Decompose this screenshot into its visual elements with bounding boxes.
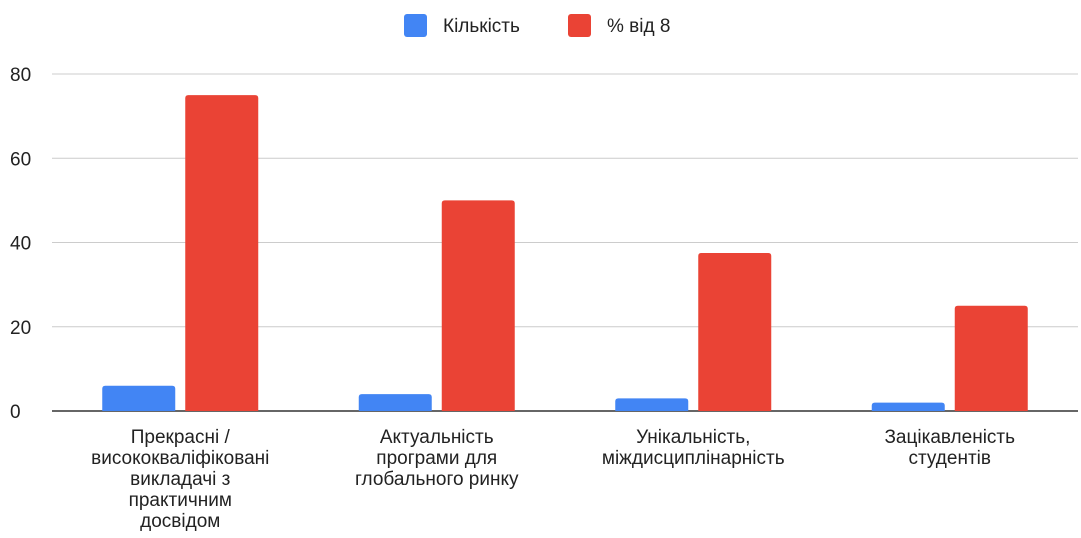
bar-percent-2 (698, 253, 772, 411)
x-category-label-line: студентів (909, 448, 991, 469)
bar-kilkist-1 (358, 394, 432, 411)
y-tick-label: 40 (10, 234, 31, 255)
legend-label-1: % від 8 (607, 16, 670, 37)
x-category-label: Прекрасні / висококваліфіковані викладачі … (91, 427, 269, 532)
x-axis-labels: Прекрасні / висококваліфіковані викладачі … (91, 427, 1015, 532)
x-category-label-line: Актуальність (380, 427, 494, 448)
x-category-label-line: Унікальність, (636, 427, 750, 448)
bar-kilkist-0 (102, 385, 176, 411)
bar-percent-0 (185, 95, 259, 411)
y-tick-label: 0 (10, 402, 21, 423)
x-category-label-line: глобального ринку (355, 469, 519, 490)
legend-swatch-1 (568, 14, 591, 37)
bar-kilkist-2 (615, 398, 689, 411)
legend-swatch-0 (404, 14, 427, 37)
x-category-label-line: досвідом (140, 511, 220, 532)
x-category-label: Унікальність, міждисциплінарність (602, 427, 785, 469)
bar-percent-1 (441, 200, 515, 411)
x-category-label-line: практичним (129, 490, 232, 511)
x-category-label-line: висококваліфіковані (91, 448, 269, 469)
legend-label-0: Кількість (443, 16, 520, 37)
legend: Кількість % від 8 (404, 14, 670, 37)
x-category-label-line: Зацікавленість (884, 427, 1015, 448)
x-category-label: Актуальність програми для глобального ринк… (355, 427, 519, 490)
bar-percent-3 (954, 305, 1028, 411)
y-tick-label: 80 (10, 65, 31, 86)
x-category-label-line: Прекрасні / (131, 427, 231, 448)
y-axis-ticks: 0 20 40 60 80 (10, 65, 31, 423)
bar-kilkist-3 (871, 402, 945, 411)
x-category-label-line: програми для (376, 448, 497, 469)
y-tick-label: 60 (10, 149, 31, 170)
bars (102, 95, 1028, 411)
y-tick-label: 20 (10, 318, 31, 339)
x-category-label-line: викладачі з (130, 469, 230, 490)
x-category-label-line: міждисциплінарність (602, 448, 785, 469)
x-category-label: Зацікавленість студентів (884, 427, 1015, 469)
